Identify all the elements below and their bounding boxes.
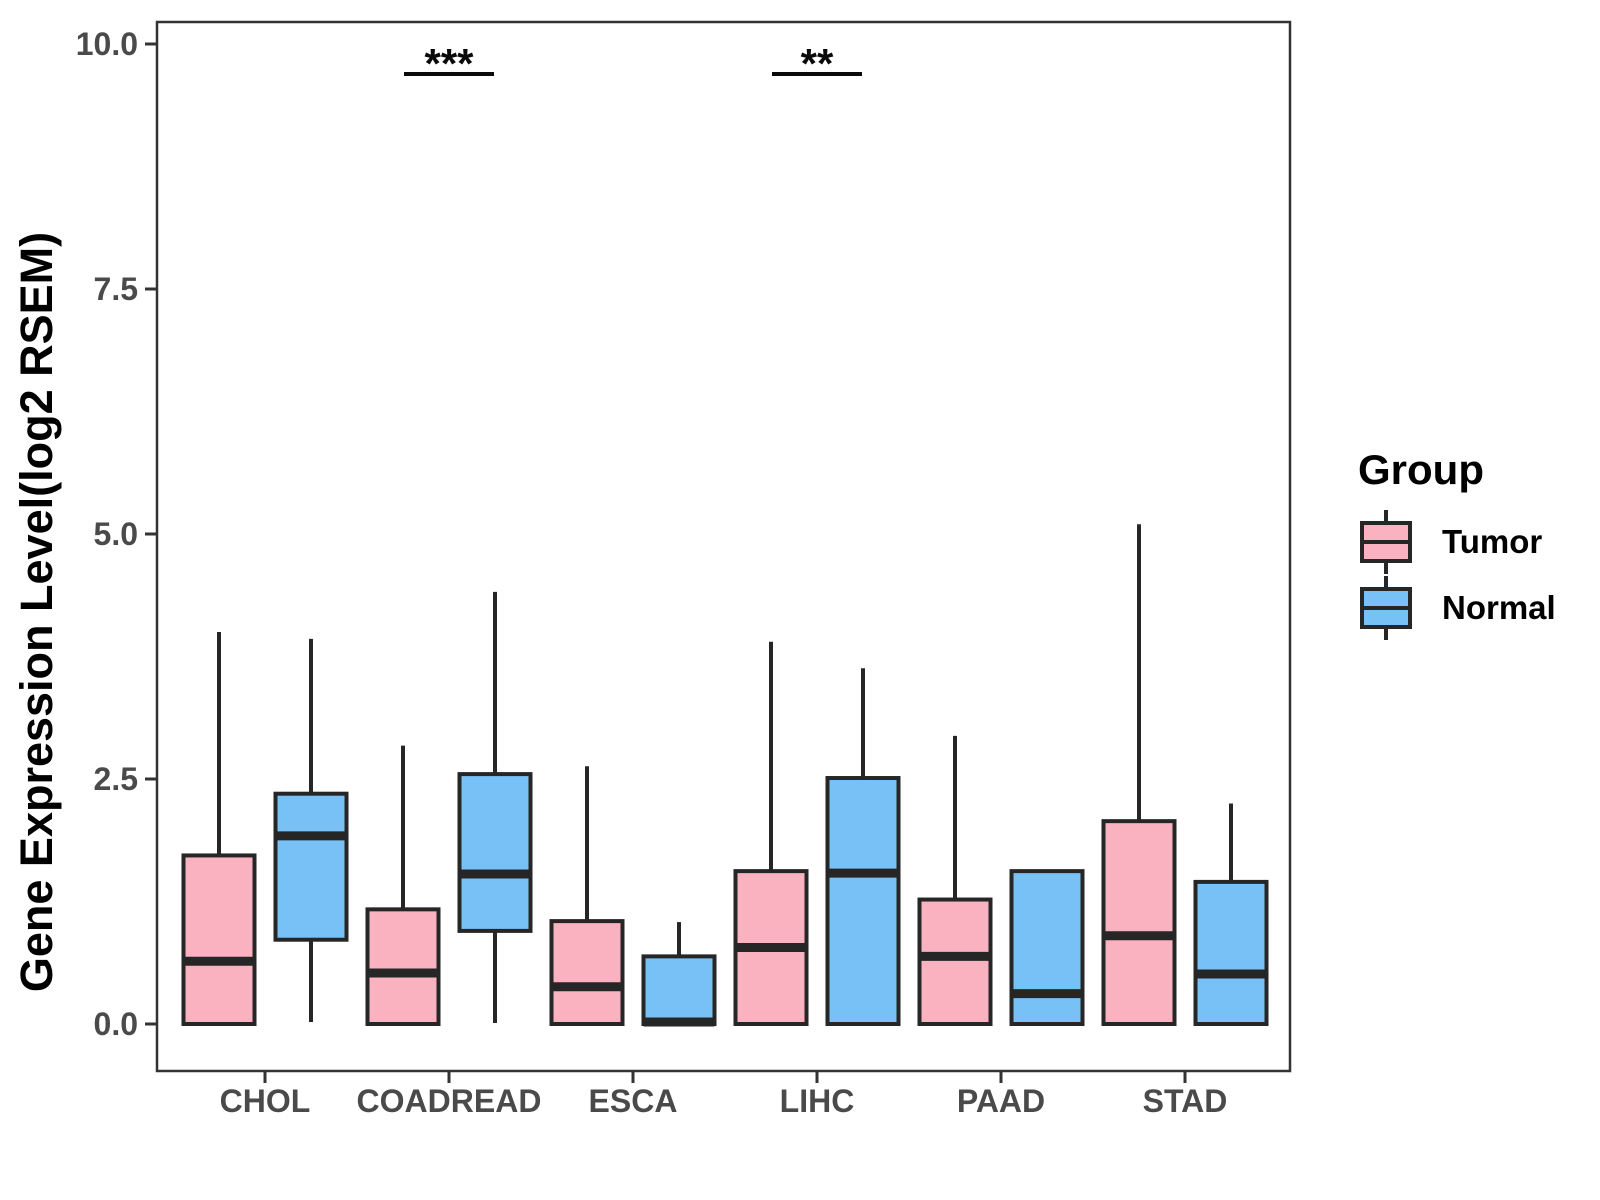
legend-label-normal: Normal [1442,589,1556,626]
plot-panel-border [155,20,1292,1073]
normal-box-LIHC [825,776,901,1027]
y-axis-tick-label: 5.0 [94,516,138,552]
legend-item-normal: Normal [1358,576,1556,640]
normal-box-PAAD [1009,869,1085,1026]
y-axis-tick-label: 0.0 [94,1006,138,1042]
tumor-box-CHOL [181,853,257,1026]
legend-item-tumor: Tumor [1358,510,1556,574]
significance-stars-COADREAD: *** [424,40,474,87]
x-axis-category-label: COADREAD [357,1083,542,1119]
normal-box-ESCA [641,954,717,1027]
normal-box-CHOL [273,791,349,942]
x-axis-category-label: PAAD [957,1083,1045,1119]
normal-box-STAD [1193,879,1269,1027]
x-axis-category-label: STAD [1143,1083,1228,1119]
legend-label-tumor: Tumor [1442,523,1543,560]
tumor-box-ESCA [549,919,625,1026]
significance-stars-LIHC: ** [801,40,834,87]
y-axis-tick-label: 10.0 [76,26,138,62]
significance-bar-LIHC [772,72,862,76]
tumor-boxplot-key-icon [1360,510,1412,574]
normal-box-COADREAD [457,772,533,933]
x-axis-category-label: ESCA [589,1083,678,1119]
y-axis-tick-label: 2.5 [94,761,138,797]
significance-bar-COADREAD [404,72,494,76]
x-axis-category-label: LIHC [780,1083,855,1119]
y-axis-tick-label: 7.5 [94,271,138,307]
legend-title: Group [1358,446,1484,493]
tumor-box-PAAD [917,897,993,1026]
x-axis-category-label: CHOL [220,1083,311,1119]
y-axis-title: Gene Expression Level(log2 RSEM) [11,231,62,993]
tumor-box-COADREAD [365,907,441,1027]
tumor-box-STAD [1101,819,1177,1027]
normal-boxplot-key-icon [1360,576,1412,640]
legend: Group Tumor Normal [1358,446,1556,642]
